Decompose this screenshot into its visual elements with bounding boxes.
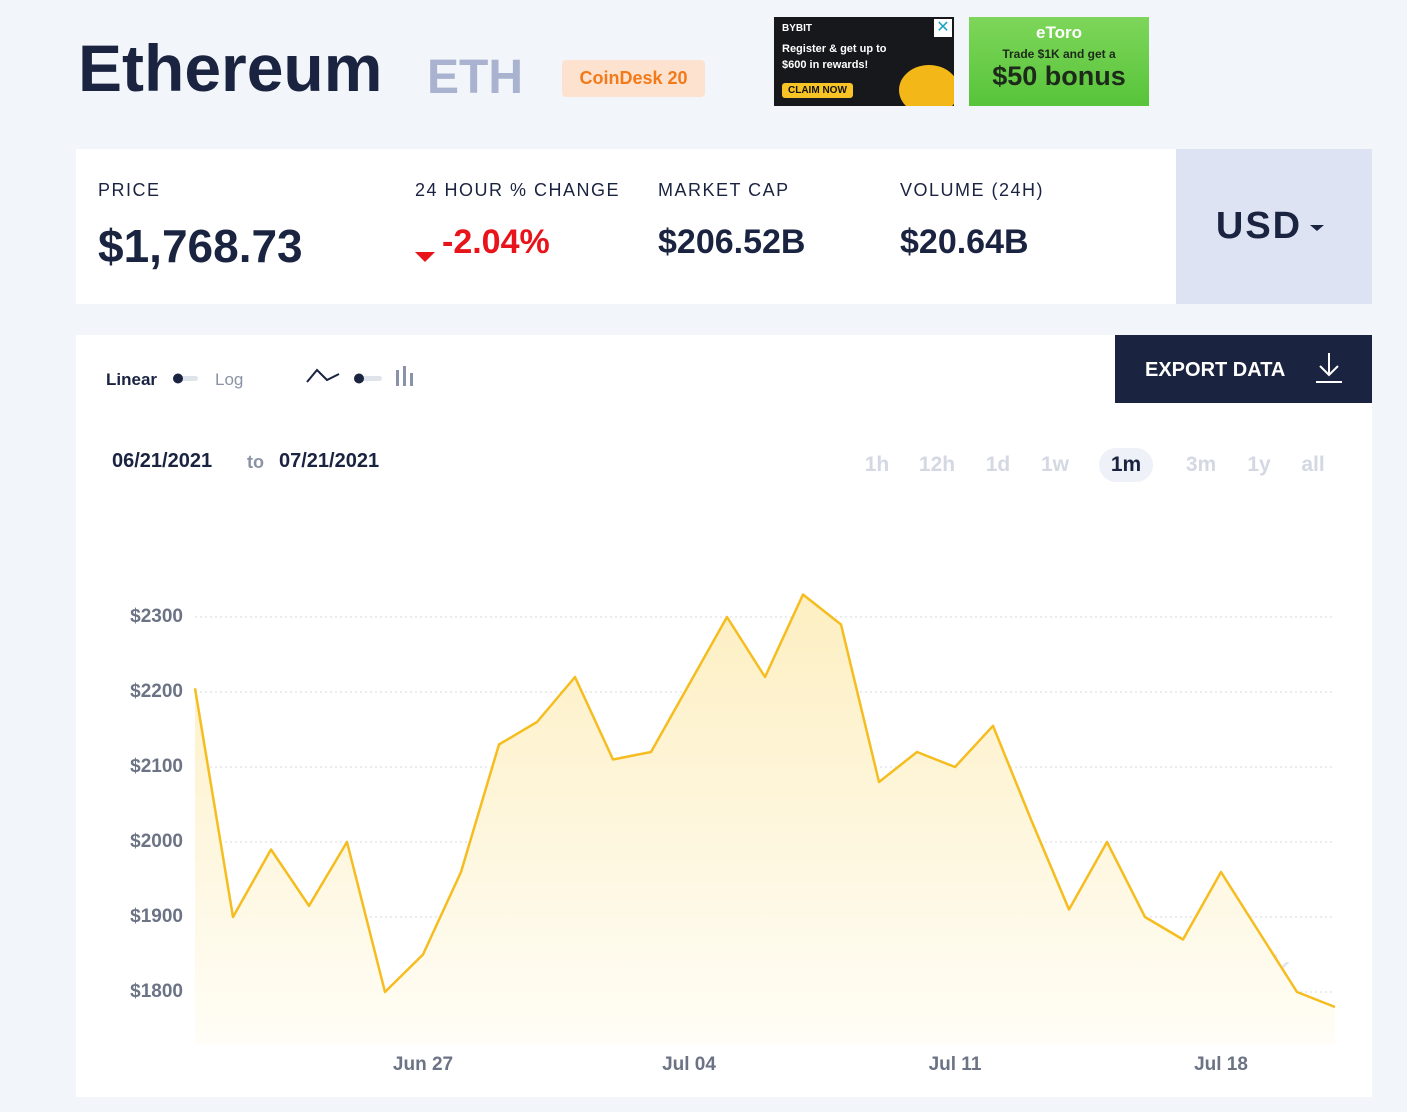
range-button[interactable]: 12h [918,453,956,476]
range-button[interactable]: 1w [1040,453,1069,476]
ad-coin [899,65,954,106]
date-from[interactable]: 06/21/2021 [112,450,213,472]
range-button[interactable]: all [1301,453,1325,476]
stat-value: $1,768.73 [98,220,303,272]
stat-label: MARKET CAP [658,180,790,200]
ad-text: Register & get up to $600 in rewards! [782,43,887,71]
export-button[interactable]: EXPORT DATA [1115,335,1372,403]
chart-panel [76,335,1372,1097]
date-sep: to [247,452,264,472]
ad-brand: eToro [1036,23,1082,42]
range-button[interactable]: 1m [1099,448,1153,482]
export-label: EXPORT DATA [1145,359,1286,381]
stat-label: 24 HOUR % CHANGE [415,180,621,200]
scale-option[interactable]: Log [215,370,244,389]
range-button[interactable]: 3m [1185,453,1217,476]
stat-value: $206.52B [658,223,806,261]
ad-button[interactable]: CLAIM NOW [782,83,853,98]
ad-highlight: $50 bonus [992,61,1126,91]
range-button[interactable]: 1y [1247,453,1271,476]
stat-label: VOLUME (24H) [900,180,1045,200]
currency-select[interactable]: USD [1176,149,1372,304]
stats-panel: PRICE $1,768.73 24 HOUR % CHANGE -2.04% … [76,149,1176,304]
chart-style-toggle[interactable] [305,364,425,394]
download-icon [1316,353,1342,383]
ad-banner[interactable]: eToro Trade $1K and get a $50 bonus [969,17,1149,106]
stat-value: $20.64B [900,223,1029,261]
coin-name: Ethereum [78,31,383,105]
index-badge[interactable]: CoinDesk 20 [562,60,705,97]
ad-brand: BYBIT [782,23,812,34]
stat-value: -2.04% [442,223,550,261]
scale-toggle[interactable] [170,370,202,388]
ad-close[interactable]: ✕ [934,19,952,37]
range-button[interactable]: 1h [864,453,890,476]
down-arrow [415,252,435,262]
ad-text: Trade $1K and get a [1002,47,1116,61]
currency: USD [1215,205,1303,247]
range-button[interactable]: 1d [985,453,1011,476]
scale-option[interactable]: Linear [106,370,158,389]
stat-label: PRICE [98,180,161,200]
caret [1310,224,1325,231]
date-to[interactable]: 07/21/2021 [279,450,380,472]
ad-banner[interactable]: BYBIT ✕ Register & get up to $600 in rew… [774,17,954,106]
coin-symbol: ETH [427,51,523,104]
